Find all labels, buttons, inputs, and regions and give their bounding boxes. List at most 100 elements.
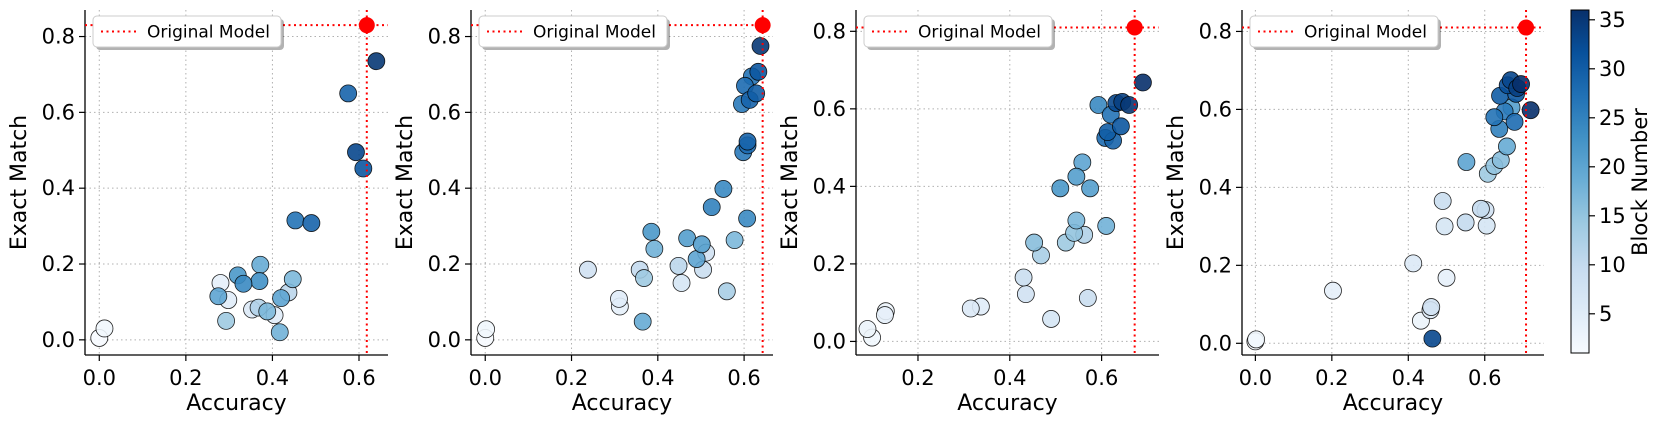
data-point [961, 299, 980, 318]
data-point [1134, 73, 1152, 92]
x-tick-label: 0.4 [993, 366, 1026, 390]
y-tick-label: 0.6 [428, 100, 461, 124]
data-point [635, 269, 653, 287]
y-tick-label: 0.0 [1199, 331, 1232, 355]
data-point [1067, 211, 1086, 230]
data-point [738, 209, 757, 228]
legend: Original Model [1249, 15, 1441, 50]
scatter-panel-3: 0.2 0.4 0.6 0.0 0.2 0.4 0.6 0.8 Accuracy Exact Ma… [778, 10, 1159, 416]
data-point [95, 319, 114, 338]
legend-box [863, 15, 1053, 48]
data-point [749, 62, 768, 81]
scatter-panel-4: 0.0 0.2 0.4 0.6 0.0 0.2 0.4 0.6 0.8 Accuracy Exact… [1164, 10, 1544, 416]
y-tick-label: 0.8 [428, 25, 461, 49]
data-point [1051, 179, 1070, 198]
data-point [738, 132, 757, 151]
y-tick-label: 0.4 [42, 176, 75, 200]
colorbar-tick-label: 35 [1599, 8, 1626, 32]
x-tick-label: 0.0 [1239, 366, 1272, 390]
data-point [1014, 268, 1033, 287]
data-point [354, 159, 373, 178]
colorbar-tick-label: 5 [1599, 302, 1612, 326]
data-point [1025, 233, 1044, 252]
colorbar-label: Block Number [1628, 108, 1652, 256]
data-point [1472, 199, 1490, 218]
data-point [1521, 101, 1540, 120]
legend: Original Model [478, 15, 670, 50]
data-point [1078, 289, 1097, 307]
legend-box [1249, 15, 1439, 48]
data-point [250, 272, 269, 290]
data-point [258, 302, 277, 321]
x-axis-label: Accuracy [572, 391, 672, 416]
legend-label: Original Model [918, 23, 1041, 43]
y-tick-label: 0.6 [42, 100, 75, 124]
x-axis-label: Accuracy [957, 391, 1057, 416]
data-point [1042, 310, 1061, 328]
data-point [858, 320, 877, 338]
legend-label: Original Model [147, 23, 270, 43]
x-axis-label: Accuracy [1343, 391, 1443, 416]
data-point [725, 231, 744, 250]
data-point [669, 257, 688, 275]
data-point [286, 211, 305, 230]
colorbar-tick-label: 10 [1599, 253, 1626, 277]
y-tick-label: 0.0 [813, 329, 846, 353]
x-tick-label: 0.6 [727, 366, 760, 390]
data-point [1016, 285, 1035, 304]
legend: Original Model [92, 15, 284, 50]
x-axis-label: Accuracy [186, 391, 286, 416]
data-point [610, 289, 628, 308]
y-axis-label: Exact Match [7, 115, 32, 250]
legend: Original Model [863, 15, 1055, 50]
data-point [1404, 254, 1423, 273]
colorbar-tick-label: 25 [1599, 106, 1626, 130]
data-point [1081, 179, 1100, 198]
y-axis-label: Exact Match [1164, 115, 1189, 250]
x-tick-label: 0.6 [1468, 366, 1501, 390]
x-tick-label: 0.2 [1315, 366, 1348, 390]
data-point [234, 274, 253, 293]
data-point [642, 222, 661, 241]
data-point [272, 289, 290, 308]
data-point [672, 274, 691, 292]
x-tick-label: 0.2 [169, 366, 202, 390]
data-point [1120, 96, 1139, 114]
x-tick-label: 0.2 [901, 366, 934, 390]
data-point [633, 312, 652, 331]
y-tick-label: 0.2 [813, 252, 846, 276]
data-point [1505, 112, 1524, 131]
data-point [692, 235, 711, 254]
legend-box [478, 15, 668, 48]
colorbar-tick-label: 15 [1599, 204, 1626, 228]
y-tick-label: 0.4 [428, 176, 461, 200]
data-point [347, 143, 365, 162]
data-point [1111, 117, 1130, 136]
original-model-marker [358, 17, 375, 34]
y-tick-label: 0.4 [1199, 175, 1232, 199]
data-point [717, 282, 736, 301]
y-tick-label: 0.2 [42, 252, 75, 276]
data-point [714, 180, 733, 198]
y-tick-label: 0.8 [813, 19, 846, 43]
original-model-marker [754, 17, 771, 34]
y-tick-label: 0.8 [42, 25, 75, 49]
data-point [217, 311, 236, 330]
data-point [270, 323, 289, 342]
data-point [477, 320, 496, 339]
data-point [251, 255, 270, 274]
original-model-marker [1518, 19, 1535, 36]
x-tick-label: 0.4 [1392, 366, 1425, 390]
x-tick-label: 0.2 [555, 366, 588, 390]
data-point [1324, 281, 1342, 300]
data-point [1089, 96, 1108, 114]
x-tick-label: 0.0 [83, 366, 116, 390]
data-point [367, 52, 386, 71]
original-model-marker [1126, 19, 1143, 36]
x-tick-label: 0.0 [469, 366, 502, 390]
y-tick-label: 0.6 [1199, 97, 1232, 121]
scatter-panel-1: 0.0 0.2 0.4 0.6 0.0 0.2 0.4 0.6 0.8 Accuracy Exact… [7, 10, 388, 416]
data-point [1423, 329, 1442, 348]
y-tick-label: 0.0 [42, 328, 75, 352]
